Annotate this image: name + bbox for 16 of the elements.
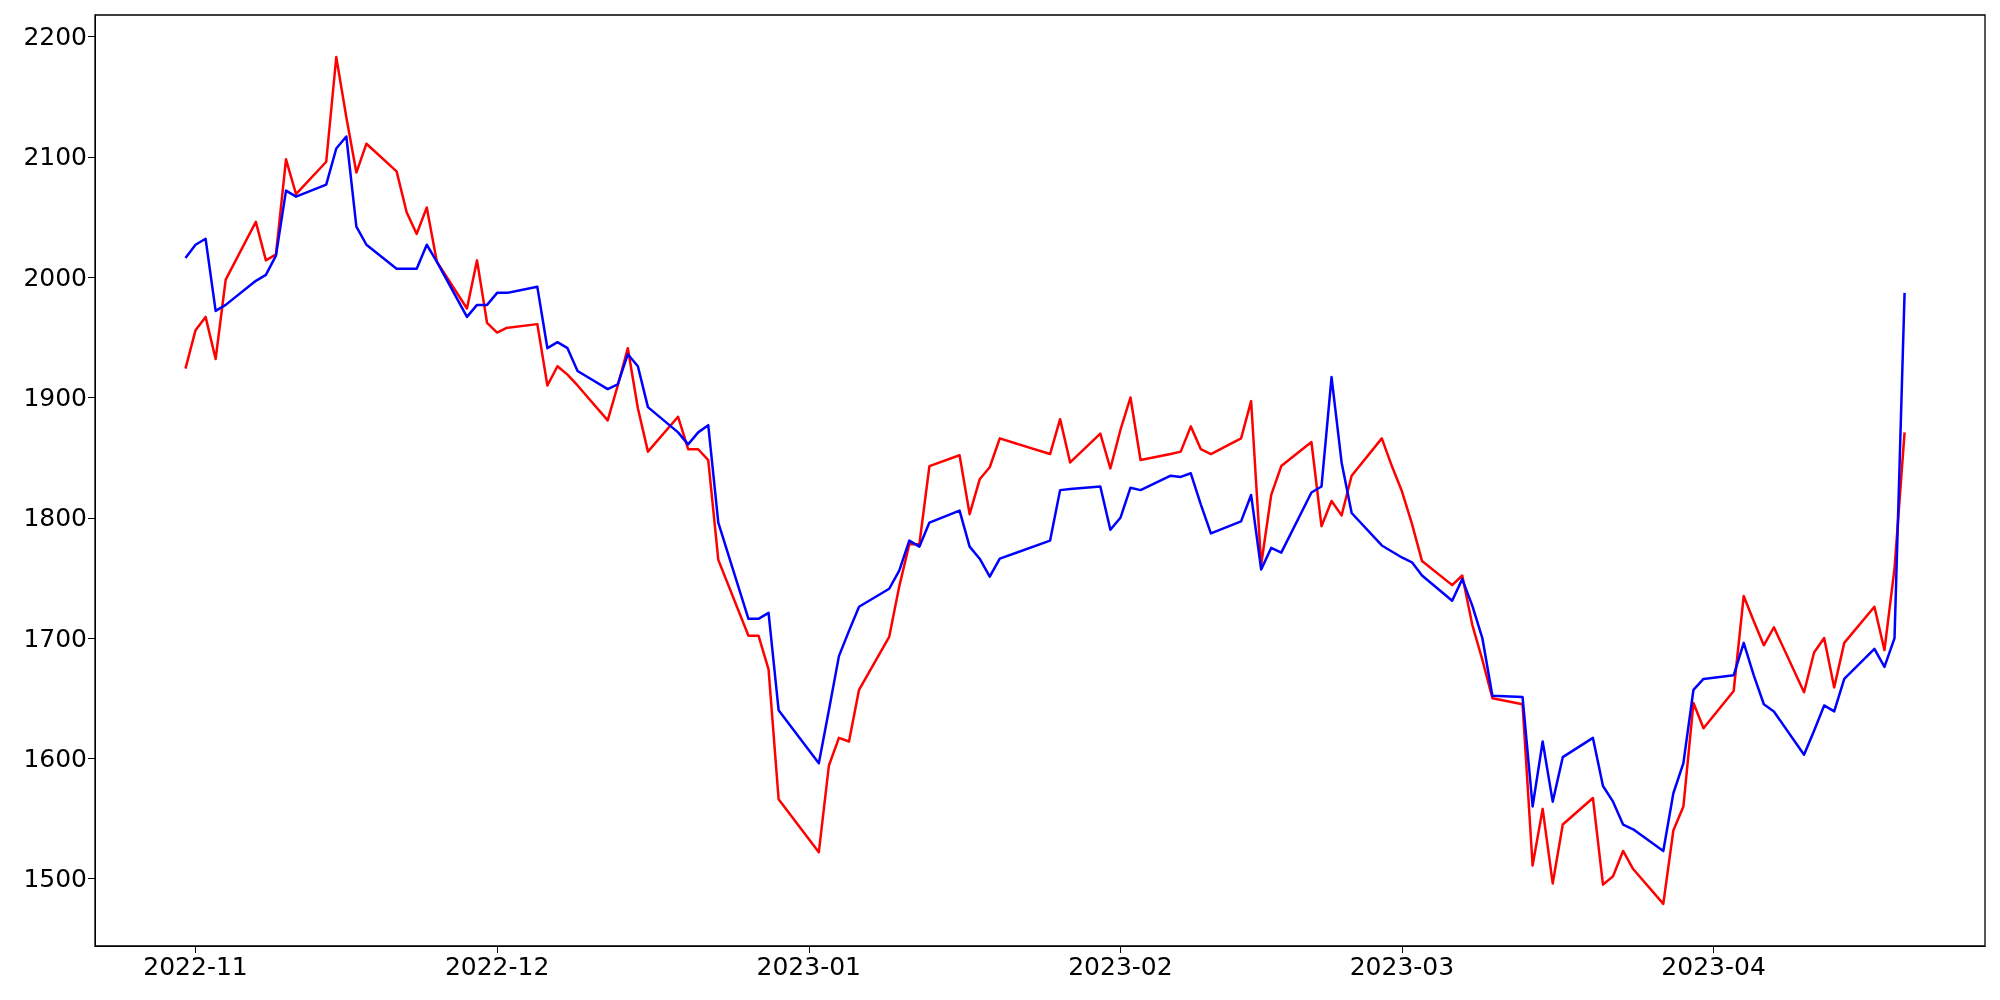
- y-tick-label: 2000: [23, 262, 87, 292]
- y-tick-label: 2200: [23, 22, 87, 52]
- x-tick-label: 2022-12: [444, 952, 550, 981]
- x-tick-label: 2022-11: [143, 952, 248, 981]
- y-tick-label: 1500: [23, 864, 87, 894]
- y-tick-label: 1800: [23, 503, 87, 533]
- y-tick-label: 2100: [23, 142, 87, 172]
- line-series: [184, 135, 1906, 853]
- y-tick-label: 1700: [23, 623, 87, 653]
- x-tick-label: 2023-04: [1661, 952, 1766, 981]
- x-tick-label: 2023-02: [1068, 952, 1173, 981]
- y-tick-label: 1900: [23, 383, 87, 412]
- x-tick-label: 2023-01: [756, 952, 862, 981]
- x-tick-label: 2023-03: [1349, 952, 1455, 981]
- line-series: [184, 55, 1906, 906]
- y-tick-label: 1600: [23, 743, 87, 773]
